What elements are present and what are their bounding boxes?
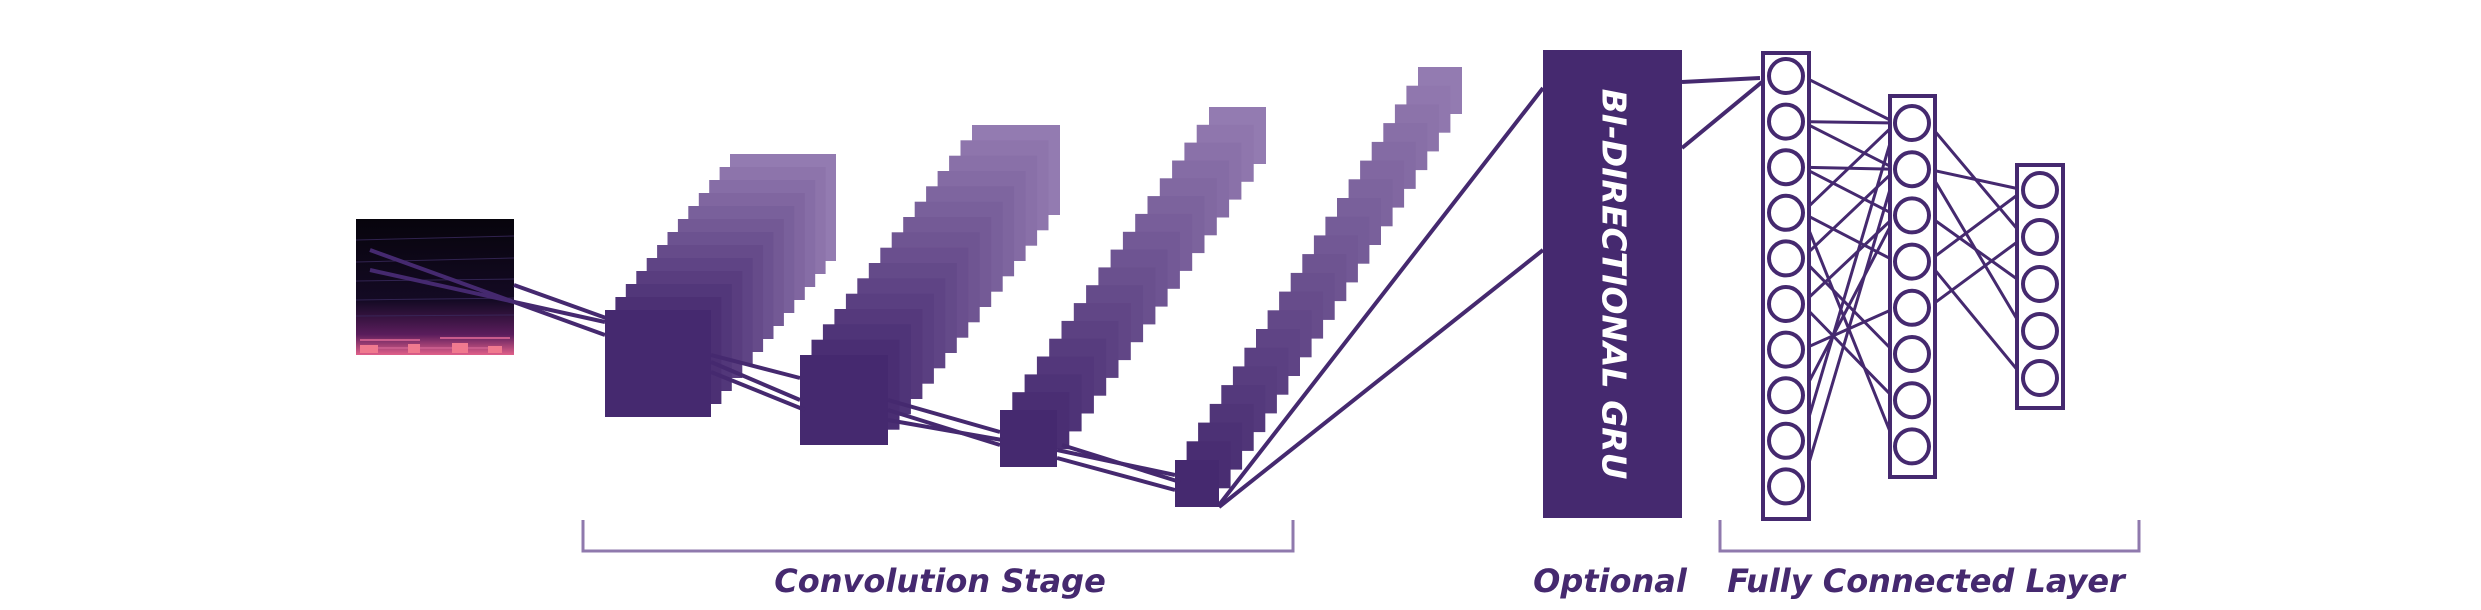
- bracket-fully-connected: [1718, 520, 2141, 553]
- fc-layer-2: [1888, 94, 1937, 479]
- bracket-convolution: [581, 520, 1295, 553]
- spectrogram-image: [356, 219, 514, 355]
- connection-line: [1061, 443, 1181, 484]
- connection-line: [369, 268, 606, 324]
- convolution-stage-label: Convolution Stage: [774, 562, 1106, 600]
- connection-line: [1056, 456, 1176, 492]
- neuron-node: [1893, 150, 1931, 189]
- conv-block-3: [1000, 107, 1266, 467]
- fc-edge: [1927, 188, 2025, 263]
- neuron-node: [1893, 104, 1931, 142]
- connection-line: [887, 408, 1001, 447]
- neuron-node: [1767, 148, 1805, 187]
- neuron-node: [1767, 57, 1805, 95]
- fc-edge: [1801, 211, 1897, 263]
- fc-edge: [1800, 302, 1898, 402]
- fc-edge: [1801, 120, 1897, 125]
- fc-edge: [1800, 168, 1898, 260]
- neuron-node: [1893, 427, 1931, 466]
- connection-line: [1681, 76, 1761, 84]
- neuron-node: [1767, 285, 1805, 323]
- connection-line: [710, 370, 806, 412]
- neuron-node: [1767, 193, 1805, 232]
- fully-connected-layers: [1761, 51, 2065, 521]
- fc-connections: [1800, 74, 2026, 487]
- fc-edge: [1927, 167, 2025, 192]
- neuron-node: [1767, 467, 1805, 506]
- neuron-node: [2021, 265, 2059, 303]
- connection-line: [710, 360, 801, 402]
- neuron-node: [2021, 218, 2059, 256]
- fc-layer-3: [2015, 163, 2065, 410]
- fc-edge: [1800, 121, 1898, 214]
- convolution-blocks: [605, 67, 1462, 507]
- fc-edge: [1800, 214, 1898, 306]
- feature-map-layer: [1175, 460, 1219, 507]
- feature-map-layer: [800, 355, 888, 445]
- neuron-node: [2021, 171, 2059, 209]
- fc-edge: [1801, 74, 1897, 125]
- neuron-node: [1893, 242, 1931, 281]
- fc-edge: [1800, 214, 1898, 396]
- gru-rect: [1543, 50, 1682, 518]
- neuron-node: [1767, 330, 1805, 369]
- connection-line: [1217, 248, 1545, 509]
- fc-edge: [1801, 120, 1897, 171]
- neuron-node: [1893, 288, 1931, 327]
- neuron-node: [1767, 102, 1805, 141]
- connection-lines: [369, 76, 1764, 509]
- spectrogram-input: [355, 219, 515, 355]
- fc-edge: [1800, 168, 1898, 487]
- conv-block-2: [800, 125, 1060, 445]
- connection-line: [1680, 80, 1764, 150]
- fc-edge: [1801, 165, 1897, 217]
- neuron-node: [2021, 359, 2059, 397]
- conv-block-1: [605, 154, 836, 417]
- connection-line: [1217, 86, 1545, 507]
- conv-block-4: [1175, 67, 1462, 507]
- neuron-node: [1767, 421, 1805, 460]
- connection-line: [710, 353, 801, 380]
- fc-edge: [1800, 122, 1898, 442]
- feature-map-layer: [1000, 410, 1057, 467]
- gru-label: BI-DIRECTIONAL GRU: [1595, 89, 1634, 480]
- optional-label: Optional: [1533, 562, 1688, 600]
- gru-block: BI-DIRECTIONAL GRU: [1543, 50, 1682, 518]
- feature-map-layer: [605, 310, 711, 417]
- neuron-node: [1893, 196, 1931, 235]
- neuron-node: [1767, 239, 1805, 278]
- connection-line: [887, 418, 1003, 442]
- neuron-node: [1767, 376, 1805, 415]
- neuron-node: [1893, 381, 1931, 420]
- neuron-node: [2021, 312, 2059, 350]
- fc-edge: [1926, 168, 2026, 332]
- fully-connected-label: Fully Connected Layer: [1727, 562, 2127, 600]
- connection-line: [513, 283, 607, 320]
- neuron-node: [1893, 335, 1931, 373]
- connection-line: [887, 398, 1001, 434]
- fc-layer-1: [1761, 51, 1811, 521]
- connection-line: [369, 248, 606, 337]
- fc-edge: [1927, 235, 2025, 310]
- fc-edge: [1926, 260, 2026, 379]
